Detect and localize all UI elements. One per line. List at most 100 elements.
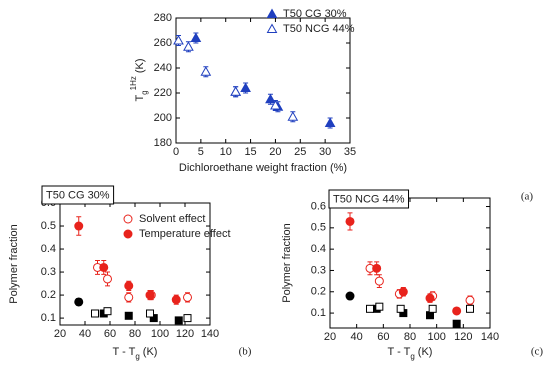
y-tick-label: 0.4	[311, 243, 326, 255]
data-point	[91, 309, 99, 318]
label-sub: g	[135, 352, 139, 361]
data-point	[124, 281, 134, 291]
data-point	[398, 287, 408, 297]
label-unit: (K)	[418, 346, 433, 358]
data-point	[372, 263, 382, 273]
data-point	[183, 41, 194, 51]
label-unit: (K)	[134, 58, 146, 73]
data-point	[230, 86, 242, 96]
data-point	[452, 319, 461, 328]
x-tick-label: 80	[129, 328, 141, 340]
x-tick-label: 15	[244, 146, 256, 158]
data-point	[375, 302, 384, 311]
data-point	[452, 306, 462, 316]
data-point	[124, 292, 134, 302]
data-point	[465, 295, 475, 305]
x-tick-label: 25	[294, 146, 306, 158]
x-tick-label: 5	[198, 146, 204, 158]
data-point	[103, 274, 112, 284]
axis-label: Polymer fraction	[8, 224, 20, 303]
y-tick-label: 0.3	[41, 266, 56, 278]
x-tick-label: 20	[269, 146, 281, 158]
y-tick-label: 0.5	[311, 222, 326, 234]
panel-label: (c)	[531, 346, 544, 358]
data-point	[99, 262, 109, 272]
data-point	[324, 117, 336, 127]
data-point	[183, 314, 192, 323]
data-point	[345, 291, 355, 301]
chart-title: T50 CG 30%	[46, 189, 110, 201]
chart: 20 40 60 80 100 120 140 0.1 0.2 0.3 0.4 0.5 0.6 T - T…	[281, 189, 544, 361]
data-point	[396, 304, 405, 313]
data-point	[270, 99, 281, 110]
legend-marker	[123, 229, 133, 239]
axis-label: T - Tg (K)	[113, 346, 158, 361]
y-tick-label: 280	[154, 12, 172, 24]
data-point	[374, 276, 384, 286]
data-point	[265, 93, 276, 104]
x-tick-label: 20	[54, 328, 66, 340]
data-point	[124, 311, 133, 320]
y-tick-label: 0.1	[41, 312, 56, 324]
data-point	[190, 32, 202, 42]
data-point	[183, 292, 192, 302]
x-tick-label: 0	[173, 146, 179, 158]
label-main: T - T	[113, 346, 136, 358]
data-point	[145, 290, 155, 300]
x-tick-label: 100	[427, 331, 445, 343]
legend-label: Solvent effect	[139, 213, 205, 225]
x-tick-label: 30	[319, 146, 331, 158]
x-tick-label: 20	[324, 331, 336, 343]
x-tick-label: 80	[404, 331, 416, 343]
x-tick-label: 100	[151, 328, 169, 340]
data-point	[200, 66, 212, 76]
data-point	[287, 111, 299, 121]
axis-label: T - Tg (K)	[388, 346, 433, 361]
y-tick-label: 200	[154, 112, 172, 124]
x-tick-label: 140	[481, 331, 499, 343]
data-point	[366, 304, 374, 313]
chart: 0 5 10 15 20 25 30 35 180 200 220 240 260 280 Dichloro…	[129, 8, 533, 203]
y-tick-label: 0.3	[311, 264, 326, 276]
x-tick-label: 40	[351, 331, 363, 343]
data-point	[466, 304, 474, 313]
label-sub: g	[410, 352, 414, 361]
x-tick-label: 120	[454, 331, 472, 343]
y-tick-label: 260	[154, 37, 172, 49]
x-tick-label: 60	[377, 331, 389, 343]
chart-title: T50 NCG 44%	[333, 193, 405, 205]
data-point	[171, 295, 181, 305]
y-tick-label: 0.6	[311, 200, 326, 212]
title-box	[328, 189, 410, 209]
x-tick-label: 40	[79, 328, 91, 340]
panel-label: (a)	[521, 191, 534, 203]
data-point	[345, 216, 355, 226]
y-tick-label: 240	[154, 62, 172, 74]
x-tick-label: 60	[104, 328, 116, 340]
label-sup: 1Hz	[129, 76, 138, 90]
data-point	[428, 304, 437, 313]
y-tick-label: 180	[154, 137, 172, 149]
label-unit: (K)	[143, 346, 158, 358]
data-point	[240, 82, 251, 92]
data-point	[425, 293, 435, 303]
label-main: T - T	[388, 346, 411, 358]
data-point	[74, 221, 84, 231]
legend-label: T50 NCG 44%	[283, 23, 355, 35]
y-tick-label: 0.2	[311, 286, 326, 298]
legend-label: Temperature effect	[139, 228, 231, 240]
x-tick-label: 35	[344, 146, 356, 158]
data-point	[146, 309, 154, 318]
y-tick-label: 0.4	[41, 243, 56, 255]
y-tick-label: 0.1	[311, 307, 326, 319]
axis-label: Tg1Hz (K)	[129, 58, 149, 101]
legend-marker	[266, 8, 278, 18]
data-point	[173, 34, 184, 45]
panel-label: (b)	[239, 346, 252, 358]
y-tick-label: 220	[154, 87, 172, 99]
y-tick-label: 0.2	[41, 289, 56, 301]
x-tick-label: 10	[220, 146, 232, 158]
label-sub: g	[140, 90, 149, 94]
